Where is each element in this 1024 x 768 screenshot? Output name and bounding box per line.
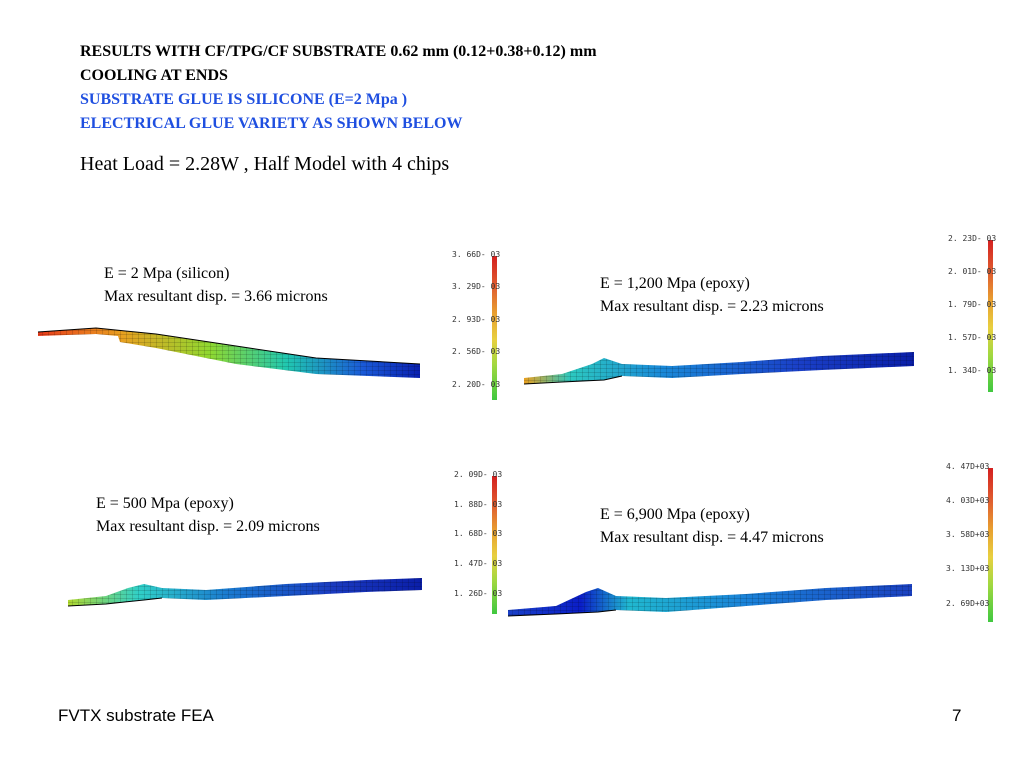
panel-1-max-disp: Max resultant disp. = 3.66 microns [104, 288, 328, 305]
panel-2-tick-5: 1. 34D- 03 [948, 366, 997, 375]
panel-4-modulus: E = 6,900 Mpa (epoxy) [600, 506, 750, 523]
panel-1-tick-2: 3. 29D- 03 [452, 282, 501, 291]
title-block: RESULTS WITH CF/TPG/CF SUBSTRATE 0.62 mm… [80, 40, 597, 136]
panel-4-tick-2: 4. 03D+03 [946, 496, 990, 505]
panel-2-deformation-plot [523, 352, 914, 385]
panel-1-tick-5: 2. 20D- 03 [452, 380, 501, 389]
panel-2-tick-4: 1. 57D- 03 [948, 333, 997, 342]
panel-3-label: E = 500 Mpa (epoxy) Max resultant disp. … [96, 492, 320, 538]
title-line-2: COOLING AT ENDS [80, 67, 228, 84]
panel-3-max-disp: Max resultant disp. = 2.09 microns [96, 518, 320, 535]
panel-4-colorbar: 4. 47D+03 4. 03D+03 3. 58D+03 3. 13D+03 … [944, 462, 1006, 627]
panel-1-tick-1: 3. 66D- 03 [452, 250, 501, 259]
panel-3-deformation-plot [67, 578, 422, 607]
panel-3-tick-3: 1. 68D- 03 [454, 529, 503, 538]
panel-4-tick-4: 3. 13D+03 [946, 564, 990, 573]
panel-1-modulus: E = 2 Mpa (silicon) [104, 265, 230, 282]
panel-4-max-disp: Max resultant disp. = 4.47 microns [600, 529, 824, 546]
panel-2-tick-1: 2. 23D- 03 [948, 234, 997, 243]
panel-2-max-disp: Max resultant disp. = 2.23 microns [600, 298, 824, 315]
panel-3-tick-1: 2. 09D- 03 [454, 470, 503, 479]
page-number: 7 [952, 706, 962, 725]
panel-3-tick-4: 1. 47D- 03 [454, 559, 503, 568]
panel-4-deformation-plot [507, 584, 912, 617]
title-line-3: SUBSTRATE GLUE IS SILICONE (E=2 Mpa ) [80, 91, 408, 108]
panel-2-label: E = 1,200 Mpa (epoxy) Max resultant disp… [600, 272, 824, 318]
panel-1-label: E = 2 Mpa (silicon) Max resultant disp. … [104, 262, 328, 308]
panel-4-tick-3: 3. 58D+03 [946, 530, 990, 539]
panel-3-modulus: E = 500 Mpa (epoxy) [96, 495, 234, 512]
panel-3-tick-5: 1. 26D- 03 [454, 589, 503, 598]
panel-2-colorbar: 2. 23D- 03 2. 01D- 03 1. 79D- 03 1. 57D-… [946, 234, 1006, 399]
panel-3-tick-2: 1. 88D- 03 [454, 500, 503, 509]
heat-load-subtitle: Heat Load = 2.28W , Half Model with 4 ch… [80, 153, 450, 175]
panel-2-tick-2: 2. 01D- 03 [948, 267, 997, 276]
panel-3-colorbar: 2. 09D- 03 1. 88D- 03 1. 68D- 03 1. 47D-… [452, 470, 512, 620]
panel-1-tick-4: 2. 56D- 03 [452, 347, 501, 356]
title-line-4: ELECTRICAL GLUE VARIETY AS SHOWN BELOW [80, 115, 463, 132]
panel-1-deformation-plot [37, 327, 420, 378]
title-line-1: RESULTS WITH CF/TPG/CF SUBSTRATE 0.62 mm… [80, 43, 597, 60]
footer-title: FVTX substrate FEA [58, 706, 214, 725]
panel-2-tick-3: 1. 79D- 03 [948, 300, 997, 309]
panel-4-tick-1: 4. 47D+03 [946, 462, 990, 471]
panel-2-modulus: E = 1,200 Mpa (epoxy) [600, 275, 750, 292]
panel-1-colorbar: 3. 66D- 03 3. 29D- 03 2. 93D- 03 2. 56D-… [450, 250, 510, 410]
panel-1-tick-3: 2. 93D- 03 [452, 315, 501, 324]
panel-4-label: E = 6,900 Mpa (epoxy) Max resultant disp… [600, 503, 824, 549]
panel-4-tick-5: 2. 69D+03 [946, 599, 990, 608]
